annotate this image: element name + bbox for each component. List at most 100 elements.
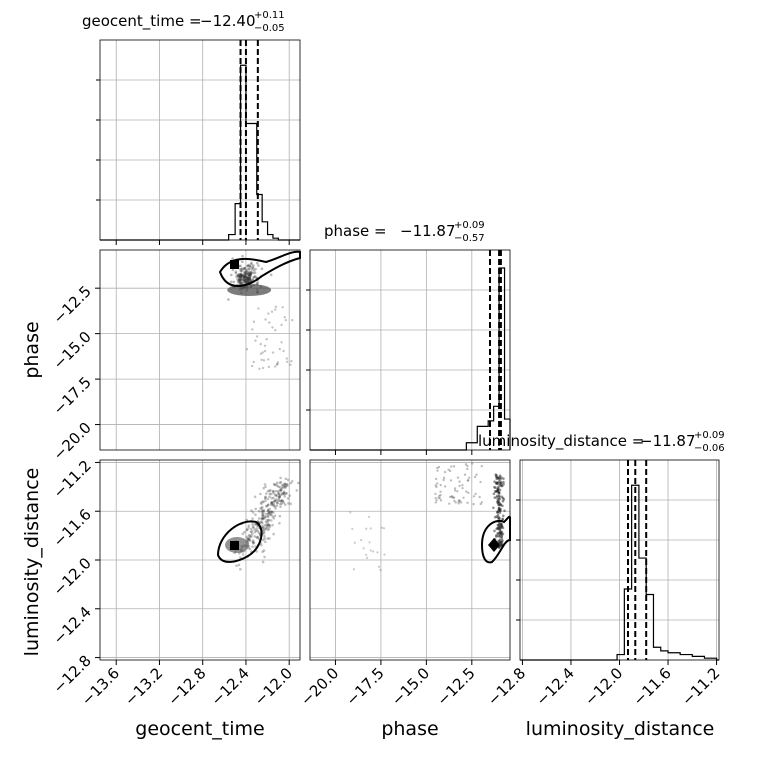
sample-point	[501, 514, 505, 518]
sample-point	[448, 502, 451, 505]
sample-point	[436, 469, 439, 472]
sample-point	[241, 260, 244, 263]
sample-point	[243, 275, 247, 279]
sample-point	[247, 276, 250, 280]
sample-point	[237, 274, 240, 277]
sample-point	[237, 280, 241, 284]
x-tick-label: −12.0	[251, 664, 296, 709]
sample-point	[242, 267, 246, 270]
sample-point	[257, 509, 261, 513]
x-tick-label: −11.2	[678, 664, 723, 709]
sample-point	[266, 509, 270, 512]
sample-point	[261, 560, 265, 564]
sample-point	[467, 476, 471, 480]
axes-frame	[99, 39, 301, 241]
sample-point	[263, 344, 267, 348]
sample-point	[497, 506, 501, 510]
sample-point	[240, 273, 243, 276]
sample-point	[239, 279, 243, 283]
sample-point	[248, 278, 251, 282]
sample-point	[365, 553, 368, 556]
sample-point	[248, 273, 252, 277]
sample-point	[365, 556, 369, 559]
sample-point	[277, 491, 280, 494]
sample-point	[247, 270, 251, 273]
sample-point	[275, 481, 279, 485]
sample-point	[249, 271, 252, 274]
sample-point	[278, 496, 281, 499]
sample-point	[264, 485, 267, 489]
x-tick-label: −12.0	[581, 664, 626, 709]
sample-point	[238, 278, 241, 281]
sample-point	[257, 307, 260, 310]
sample-point	[238, 274, 242, 278]
sample-point	[235, 564, 238, 568]
sample-point	[247, 534, 251, 537]
sample-point	[264, 512, 268, 516]
sample-point	[255, 529, 258, 532]
sample-point	[270, 503, 274, 506]
sample-point	[282, 349, 285, 353]
sample-point	[232, 280, 236, 284]
sample-point	[274, 493, 278, 497]
sample-point	[238, 278, 242, 282]
sample-point	[241, 273, 245, 277]
sample-point	[227, 298, 230, 301]
sample-point	[502, 477, 505, 480]
sample-point	[478, 495, 481, 499]
sample-point	[283, 486, 287, 489]
sample-point	[236, 274, 240, 277]
sample-point	[250, 364, 254, 368]
sample-point	[264, 526, 268, 530]
sample-point	[250, 270, 253, 274]
sample-point	[493, 529, 496, 533]
y-axis-label-phase: phase	[21, 321, 43, 378]
sample-point	[240, 274, 244, 278]
sample-point	[275, 494, 279, 498]
sample-point	[248, 536, 251, 539]
sample-point	[246, 264, 250, 268]
sample-point	[239, 269, 243, 273]
sample-point	[497, 494, 501, 498]
sample-point	[457, 500, 461, 503]
sample-point	[278, 488, 282, 492]
sample-point	[249, 273, 252, 276]
sample-point	[247, 537, 251, 541]
sample-point	[382, 527, 386, 530]
sample-point	[499, 525, 502, 529]
sample-point	[260, 502, 263, 506]
sample-point	[248, 278, 251, 281]
sample-point	[255, 282, 259, 285]
sample-point	[246, 277, 250, 281]
sample-point	[266, 515, 270, 518]
sample-point	[242, 268, 245, 271]
sample-point	[284, 492, 288, 495]
x-tick-label: −17.5	[343, 664, 388, 709]
sample-point	[257, 517, 261, 520]
sample-point	[255, 335, 259, 338]
y-tick-label: −20.0	[50, 419, 95, 464]
sample-point	[266, 512, 270, 516]
sample-point	[264, 495, 267, 499]
sample-point	[284, 484, 287, 488]
sample-point	[260, 267, 264, 271]
sample-point	[250, 262, 253, 266]
scatter-panel-geocent-luminosity: −11.2−11.6−12.0−12.4−12.8−13.6−13.2−12.8…	[21, 457, 301, 740]
y-axis-label-luminosity: luminosity_distance	[21, 468, 43, 657]
sample-point	[255, 527, 258, 530]
sample-point	[271, 523, 274, 527]
sample-point	[246, 264, 250, 268]
sample-point	[267, 519, 270, 522]
sample-point	[466, 464, 469, 468]
sample-point	[281, 306, 284, 309]
sample-point	[249, 272, 253, 275]
y-tick-label: −11.2	[50, 457, 95, 502]
sample-point	[265, 504, 269, 508]
sample-point	[248, 265, 252, 268]
sample-point	[264, 496, 267, 499]
sample-point	[271, 490, 275, 493]
sample-point	[480, 464, 483, 468]
x-axis-label-geocent: geocent_time	[135, 718, 264, 740]
sample-point	[240, 277, 244, 281]
sample-point	[276, 361, 280, 364]
